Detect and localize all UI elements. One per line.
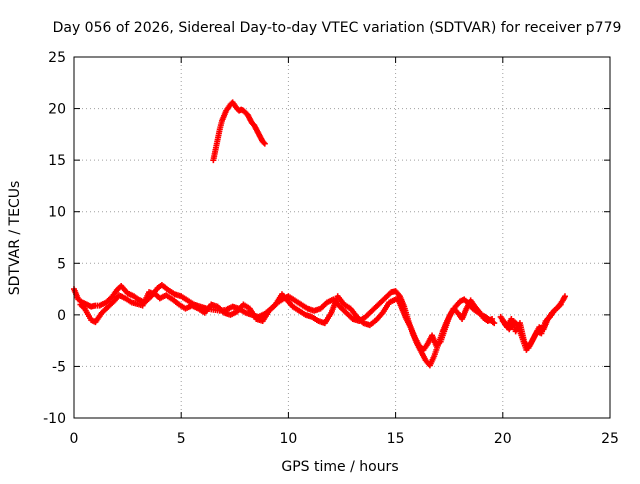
data-point <box>261 140 268 147</box>
y-tick-label: 25 <box>48 50 66 66</box>
plot-frame <box>73 56 611 419</box>
series-daytime-arc <box>210 99 268 164</box>
y-tick-label: 15 <box>48 153 66 169</box>
tick-labels: 0 5 10 15 20 25 -10 -5 0 5 10 15 20 25 <box>43 50 619 447</box>
x-tick-label: 25 <box>601 431 619 447</box>
y-tick-label: 0 <box>57 308 66 324</box>
x-tick-label: 10 <box>279 431 297 447</box>
y-tick-label: -10 <box>43 411 66 427</box>
series-main-track-secondary <box>77 289 496 353</box>
y-tick-label: -5 <box>52 359 66 375</box>
data-marks <box>71 99 568 369</box>
y-tick-label: 20 <box>48 102 66 118</box>
data-point <box>489 315 496 322</box>
grid-lines <box>74 57 610 418</box>
axis-ticks <box>73 56 611 419</box>
y-tick-label: 5 <box>57 256 66 272</box>
x-tick-label: 20 <box>494 431 512 447</box>
y-axis-label: SDTVAR / TECUs <box>7 181 23 296</box>
data-point <box>260 139 267 146</box>
x-tick-label: 0 <box>70 431 79 447</box>
y-tick-label: 10 <box>48 205 66 221</box>
x-tick-label: 15 <box>387 431 405 447</box>
x-tick-label: 5 <box>177 431 186 447</box>
data-point <box>491 320 498 327</box>
series-evening-track-secondary <box>497 301 564 353</box>
data-point <box>561 293 568 300</box>
data-point <box>557 301 564 308</box>
chart-title: Day 056 of 2026, Sidereal Day-to-day VTE… <box>53 20 622 36</box>
x-axis-label: GPS time / hours <box>281 459 398 475</box>
